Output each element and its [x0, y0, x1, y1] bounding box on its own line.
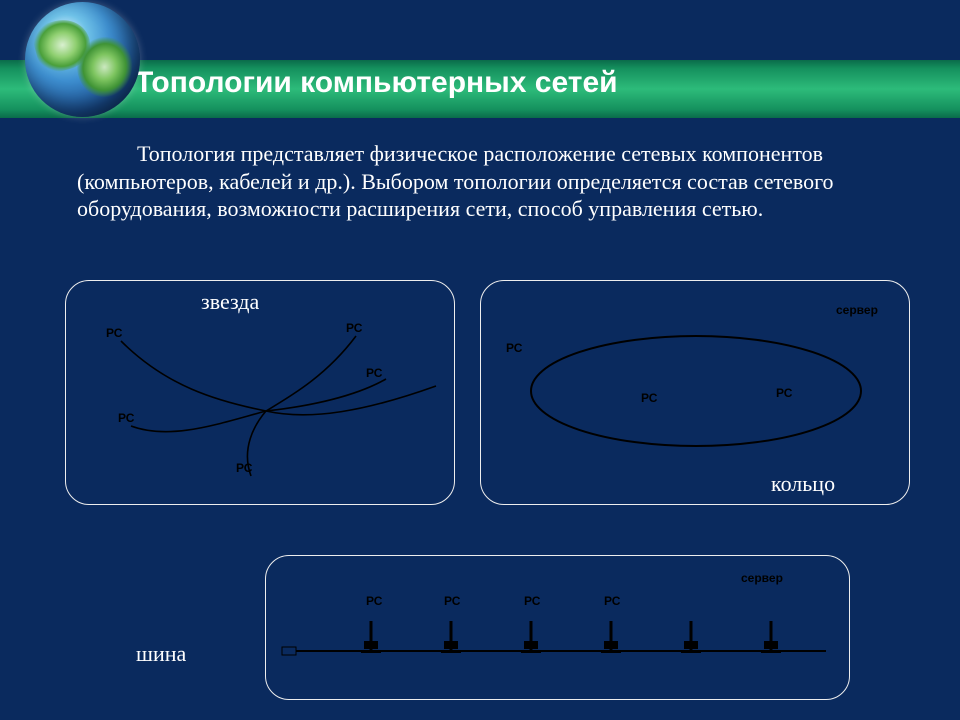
page-title: Топологии компьютерных сетей: [135, 66, 618, 100]
pc-label: РС: [106, 326, 122, 340]
intro-text: Топология представляет физическое распол…: [77, 141, 834, 221]
pc-label: РС: [641, 391, 657, 405]
pc-label: РС: [346, 321, 362, 335]
pc-label: РС: [776, 386, 792, 400]
pc-label: РС: [366, 366, 382, 380]
globe-icon: [25, 2, 140, 117]
panel-ring: кольцо сервер РСРСРС: [480, 280, 910, 505]
bus-diagram: [266, 556, 851, 701]
pc-label: РС: [118, 411, 134, 425]
pc-label: РС: [506, 341, 522, 355]
pc-label: РС: [444, 594, 460, 608]
panel-bus: шина сервер РСРСРСРС: [265, 555, 850, 700]
panel-star: звезда РСРСРСРСРС: [65, 280, 455, 505]
pc-label: РС: [524, 594, 540, 608]
star-diagram: [66, 281, 456, 506]
pc-label: РС: [366, 594, 382, 608]
pc-label: РС: [604, 594, 620, 608]
pc-label: РС: [236, 461, 252, 475]
caption-bus: шина: [136, 641, 186, 667]
ring-diagram: [481, 281, 911, 506]
intro-paragraph: Топология представляет физическое распол…: [77, 140, 887, 223]
